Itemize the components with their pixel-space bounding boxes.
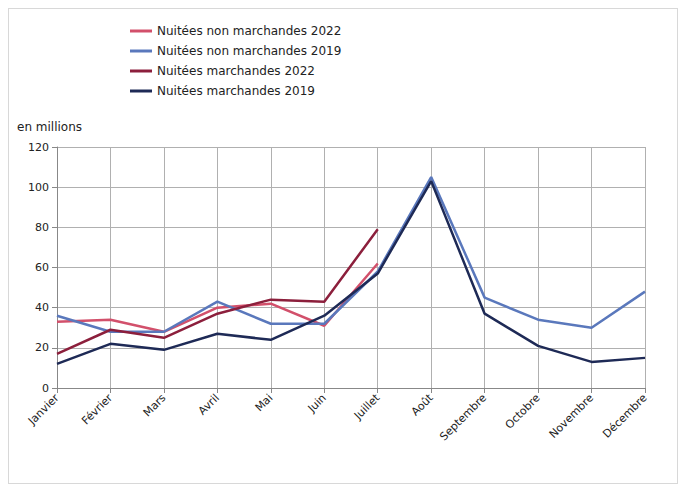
svg-text:Avril: Avril: [196, 391, 222, 417]
svg-text:Janvier: Janvier: [25, 391, 62, 428]
svg-text:0: 0: [42, 382, 49, 395]
svg-text:Mars: Mars: [141, 391, 169, 419]
svg-text:40: 40: [35, 301, 49, 314]
svg-text:en millions: en millions: [17, 120, 82, 134]
svg-text:Juillet: Juillet: [351, 391, 383, 423]
svg-text:Nuitées marchandes 2019: Nuitées marchandes 2019: [157, 84, 315, 98]
svg-text:Nuitées non marchandes 2022: Nuitées non marchandes 2022: [157, 24, 341, 38]
svg-text:20: 20: [35, 341, 49, 354]
svg-text:Octobre: Octobre: [503, 391, 543, 431]
svg-text:Nuitées non marchandes 2019: Nuitées non marchandes 2019: [157, 44, 341, 58]
svg-text:Novembre: Novembre: [547, 391, 597, 441]
svg-text:120: 120: [28, 141, 49, 154]
svg-text:60: 60: [35, 261, 49, 274]
svg-text:80: 80: [35, 221, 49, 234]
svg-text:Février: Février: [79, 391, 115, 427]
svg-text:Août: Août: [409, 391, 437, 419]
svg-text:Juin: Juin: [305, 391, 329, 415]
svg-text:Nuitées marchandes 2022: Nuitées marchandes 2022: [157, 64, 315, 78]
svg-text:Décembre: Décembre: [600, 391, 649, 440]
svg-text:100: 100: [28, 181, 49, 194]
svg-text:Septembre: Septembre: [437, 391, 489, 443]
svg-text:Mai: Mai: [253, 391, 276, 414]
